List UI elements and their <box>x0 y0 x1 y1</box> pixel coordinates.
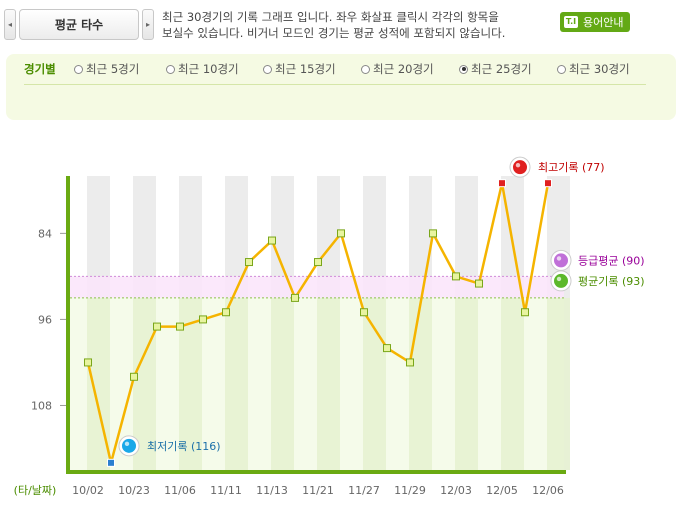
filter-option-label: 최근 20경기 <box>373 62 434 76</box>
radio-icon[interactable] <box>74 64 83 74</box>
filter-option-15[interactable]: 최근 15경기 <box>263 61 336 77</box>
data-point <box>337 229 345 238</box>
bg-stripe-zone <box>87 297 110 470</box>
filter-option-30[interactable]: 최근 30경기 <box>557 61 630 77</box>
filter-option-25[interactable]: 최근 25경기 <box>459 61 532 77</box>
filter-option-20[interactable]: 최근 20경기 <box>361 61 434 77</box>
data-point <box>360 308 368 317</box>
filter-option-label: 최근 25경기 <box>471 62 532 76</box>
data-point <box>130 372 138 381</box>
data-point <box>452 272 460 281</box>
y-tick-label: 108 <box>31 399 52 412</box>
bg-stripe-zone <box>501 297 524 470</box>
data-point <box>176 322 184 331</box>
best-record-point <box>498 179 506 188</box>
worst-record-callout-label: 최저기록 (116) <box>147 440 221 453</box>
x-tick-label: 11/11 <box>210 484 242 497</box>
best-record-callout-icon <box>513 160 527 175</box>
y-tick-label: 96 <box>38 313 52 326</box>
data-point <box>406 358 414 367</box>
x-tick-label: 12/03 <box>440 484 472 497</box>
bg-stripe-zone <box>363 297 386 470</box>
data-point <box>222 308 230 317</box>
average-callout-label: 평균기록 (93) <box>578 275 645 288</box>
filter-divider <box>24 84 646 85</box>
x-tick-label: 10/23 <box>118 484 150 497</box>
game-filter-panel: 경기별 최근 5경기 최근 10경기 최근 15경기 최근 20경기 최근 25… <box>6 54 676 120</box>
x-tick-label: 11/21 <box>302 484 334 497</box>
data-point <box>383 344 391 353</box>
next-stat-arrow[interactable]: ▸ <box>142 9 154 40</box>
x-tick-label: 11/06 <box>164 484 196 497</box>
radio-icon[interactable] <box>459 64 468 74</box>
radio-icon[interactable] <box>166 64 175 74</box>
bg-stripe-zone <box>455 297 478 470</box>
grade-average-callout-shine <box>556 256 562 261</box>
data-point <box>84 358 92 367</box>
bg-stripe-zone <box>409 297 432 470</box>
best-record-callout: 최고기록 (77) <box>509 156 605 178</box>
best-record-point <box>544 179 552 188</box>
worst-record-callout-shine <box>124 441 130 447</box>
data-point <box>429 229 437 238</box>
grade-average-band <box>70 276 564 298</box>
worst-record-callout-icon <box>122 438 136 453</box>
average-callout: 평균기록 (93) <box>550 270 645 292</box>
y-axis <box>66 176 70 472</box>
filter-option-10[interactable]: 최근 10경기 <box>166 61 239 77</box>
glossary-label: 용어안내 <box>583 16 624 29</box>
x-tick-label: 11/13 <box>256 484 288 497</box>
stat-title: 평균 타수 <box>19 9 139 40</box>
best-record-callout-label: 최고기록 (77) <box>538 161 605 174</box>
filter-option-label: 최근 5경기 <box>86 62 140 76</box>
grade-average-callout: 등급평균 (90) <box>550 249 645 271</box>
x-tick-label: 11/29 <box>394 484 426 497</box>
filter-title: 경기별 <box>24 62 56 76</box>
average-callout-icon <box>554 273 568 288</box>
description-line-2: 보실수 있습니다. 비거너 모드인 경기는 평균 성적에 포함되지 않습니다. <box>162 26 506 40</box>
score-line-chart: 84 96 108 (타/날짜) 10/02 10/23 11/06 11/11 11/13 11… <box>14 156 645 497</box>
grade-average-callout-icon <box>554 253 568 268</box>
filter-option-label: 최근 15경기 <box>275 62 336 76</box>
bg-stripe-zone <box>547 297 570 470</box>
data-point <box>291 293 299 302</box>
filter-option-label: 최근 10경기 <box>178 62 239 76</box>
description-line-1: 최근 30경기의 기록 그래프 입니다. 좌우 화살표 클릭시 각각의 항목을 <box>162 10 499 24</box>
radio-icon[interactable] <box>263 64 272 74</box>
stat-selector: ◂ 평균 타수 ▸ <box>4 9 154 40</box>
average-callout-shine <box>556 276 562 282</box>
chart-description: 최근 30경기의 기록 그래프 입니다. 좌우 화살표 클릭시 각각의 항목을 … <box>162 9 552 41</box>
data-point <box>245 258 253 267</box>
data-point <box>475 279 483 288</box>
worst-record-callout: 최저기록 (116) <box>118 435 221 457</box>
prev-stat-arrow[interactable]: ◂ <box>4 9 16 40</box>
data-point <box>268 236 276 245</box>
bg-stripe-zone <box>317 297 340 470</box>
x-tick-label: 10/02 <box>72 484 104 497</box>
glossary-icon: T.I <box>564 16 578 28</box>
filter-option-5[interactable]: 최근 5경기 <box>74 61 139 77</box>
data-point <box>153 322 161 331</box>
data-point <box>521 308 529 317</box>
y-tick-label: 84 <box>38 227 52 240</box>
worst-record-point <box>107 458 115 467</box>
x-tick-label: 12/05 <box>486 484 518 497</box>
data-point <box>199 315 207 324</box>
bg-stripe-zone <box>271 297 294 470</box>
radio-icon[interactable] <box>361 64 370 74</box>
x-axis-label: (타/날짜) <box>14 484 57 497</box>
x-tick-label: 11/27 <box>348 484 380 497</box>
data-point <box>314 258 322 267</box>
bg-stripe-zone <box>179 297 202 470</box>
best-record-callout-shine <box>515 162 521 168</box>
filter-option-label: 최근 30경기 <box>569 62 630 76</box>
grade-average-callout-label: 등급평균 (90) <box>578 254 645 267</box>
x-tick-label: 12/06 <box>532 484 564 497</box>
glossary-button[interactable]: T.I 용어안내 <box>560 12 630 32</box>
bg-stripe-zone <box>225 297 248 470</box>
radio-icon[interactable] <box>557 64 566 74</box>
x-axis <box>66 470 566 474</box>
